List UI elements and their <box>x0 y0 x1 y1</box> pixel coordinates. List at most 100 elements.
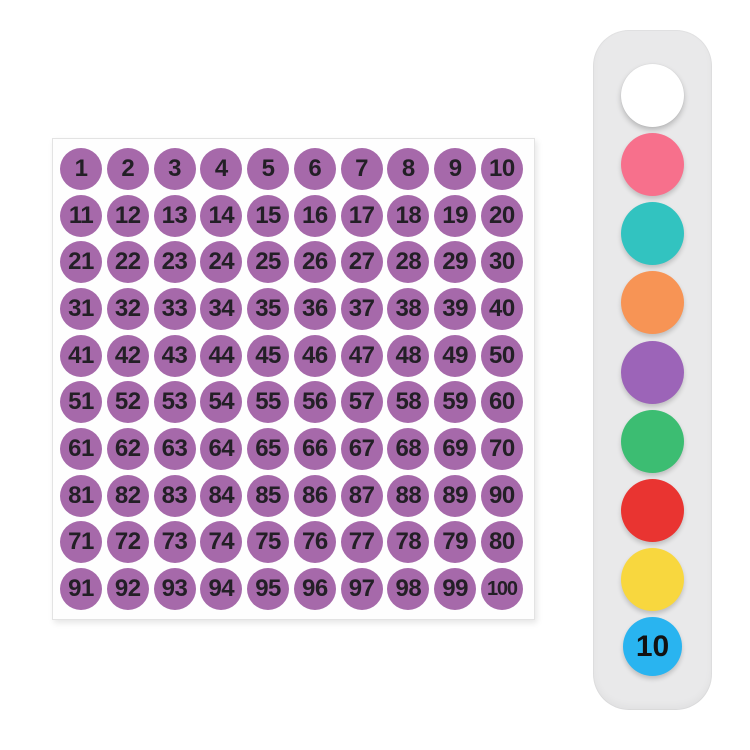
number-sticker: 5 <box>247 148 290 190</box>
number-sticker: 62 <box>106 427 149 470</box>
number-sticker: 41 <box>60 334 102 377</box>
number-sticker: 69 <box>434 427 477 470</box>
teal-color-swatch <box>621 202 684 266</box>
number-sticker: 14 <box>200 194 243 237</box>
number-sticker: 13 <box>153 194 196 237</box>
number-sticker: 48 <box>387 334 430 377</box>
number-sticker: 65 <box>247 427 290 470</box>
number-sticker: 71 <box>60 521 102 564</box>
yellow-color-swatch <box>621 547 684 611</box>
number-sticker: 1 <box>60 148 102 190</box>
number-sticker: 35 <box>247 287 290 330</box>
red-color-swatch <box>621 478 684 542</box>
pink-color-swatch <box>621 133 684 197</box>
number-sticker: 22 <box>106 241 149 284</box>
number-sticker: 100 <box>480 567 523 610</box>
number-sticker: 27 <box>340 241 383 284</box>
number-sticker: 56 <box>293 381 336 424</box>
number-sticker: 21 <box>60 241 102 284</box>
number-sticker: 58 <box>387 381 430 424</box>
number-sticker: 96 <box>293 567 336 610</box>
number-sticker: 37 <box>340 287 383 330</box>
number-sticker: 87 <box>340 474 383 517</box>
number-sticker: 88 <box>387 474 430 517</box>
number-sticker: 52 <box>106 381 149 424</box>
number-sticker: 86 <box>293 474 336 517</box>
number-sticker: 60 <box>480 381 523 424</box>
number-sticker: 73 <box>153 521 196 564</box>
number-sticker: 19 <box>434 194 477 237</box>
white-color-swatch <box>621 64 684 127</box>
number-sticker: 57 <box>340 381 383 424</box>
number-sticker: 81 <box>60 474 102 517</box>
number-sticker: 64 <box>200 427 243 470</box>
number-sticker: 84 <box>200 474 243 517</box>
purple-color-swatch <box>621 340 684 404</box>
number-sticker: 10 <box>480 148 523 190</box>
number-sticker: 15 <box>247 194 290 237</box>
number-sticker: 76 <box>293 521 336 564</box>
number-sticker: 43 <box>153 334 196 377</box>
number-sticker: 92 <box>106 567 149 610</box>
sticker-sheet: 1 2 3 4 5 6 7 8 9 10 11 12 13 14 15 16 17 18 19 20 21 22 23 24 2… <box>52 138 535 620</box>
number-sticker: 47 <box>340 334 383 377</box>
number-sticker: 77 <box>340 521 383 564</box>
number-sticker: 46 <box>293 334 336 377</box>
color-palette-strip: 10 <box>593 30 712 710</box>
number-sticker: 40 <box>480 287 523 330</box>
number-sticker: 83 <box>153 474 196 517</box>
number-sticker: 70 <box>480 427 523 470</box>
number-sticker: 68 <box>387 427 430 470</box>
number-sticker: 49 <box>434 334 477 377</box>
number-sticker: 85 <box>247 474 290 517</box>
number-sticker: 29 <box>434 241 477 284</box>
number-sticker: 78 <box>387 521 430 564</box>
number-sticker: 24 <box>200 241 243 284</box>
number-sticker: 39 <box>434 287 477 330</box>
number-sticker: 90 <box>480 474 523 517</box>
number-sticker: 23 <box>153 241 196 284</box>
number-sticker: 30 <box>480 241 523 284</box>
number-sticker: 36 <box>293 287 336 330</box>
number-sticker: 79 <box>434 521 477 564</box>
green-color-swatch <box>621 409 684 473</box>
blue-color-swatch: 10 <box>623 617 682 676</box>
number-sticker: 74 <box>200 521 243 564</box>
number-sticker: 95 <box>247 567 290 610</box>
number-sticker: 67 <box>340 427 383 470</box>
number-sticker: 55 <box>247 381 290 424</box>
number-sticker: 82 <box>106 474 149 517</box>
number-sticker: 44 <box>200 334 243 377</box>
number-sticker: 16 <box>293 194 336 237</box>
number-sticker: 42 <box>106 334 149 377</box>
number-sticker: 25 <box>247 241 290 284</box>
number-sticker: 97 <box>340 567 383 610</box>
number-sticker: 93 <box>153 567 196 610</box>
number-sticker: 4 <box>200 148 243 190</box>
number-sticker: 75 <box>247 521 290 564</box>
number-sticker: 53 <box>153 381 196 424</box>
number-sticker: 6 <box>293 148 336 190</box>
number-sticker: 12 <box>106 194 149 237</box>
number-sticker: 66 <box>293 427 336 470</box>
number-sticker: 17 <box>340 194 383 237</box>
number-sticker: 91 <box>60 567 102 610</box>
number-sticker: 45 <box>247 334 290 377</box>
number-sticker: 54 <box>200 381 243 424</box>
number-sticker: 9 <box>434 148 477 190</box>
number-sticker: 89 <box>434 474 477 517</box>
number-sticker: 31 <box>60 287 102 330</box>
number-sticker: 7 <box>340 148 383 190</box>
number-sticker: 2 <box>106 148 149 190</box>
number-sticker: 8 <box>387 148 430 190</box>
number-sticker: 72 <box>106 521 149 564</box>
number-sticker: 11 <box>60 194 102 237</box>
number-sticker: 33 <box>153 287 196 330</box>
number-sticker: 26 <box>293 241 336 284</box>
number-sticker: 32 <box>106 287 149 330</box>
number-sticker: 3 <box>153 148 196 190</box>
number-sticker: 63 <box>153 427 196 470</box>
number-sticker: 99 <box>434 567 477 610</box>
number-sticker: 34 <box>200 287 243 330</box>
